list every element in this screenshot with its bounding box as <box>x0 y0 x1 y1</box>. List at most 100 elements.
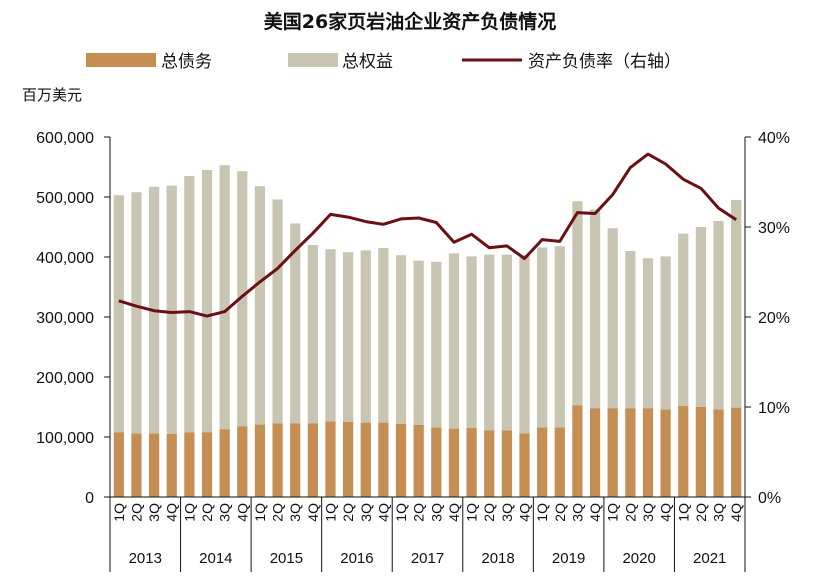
bar-equity <box>131 192 142 434</box>
y-left-tick-label: 0 <box>85 490 94 507</box>
y-left-tick-label: 400,000 <box>36 250 94 267</box>
x-quarter-labels: 1Q 2Q 3Q 4Q 1Q 2Q 3Q 4Q 1Q 2Q 3Q 4Q 1Q 2Q 3Q 4Q 1Q 2Q 3Q 4Q… <box>111 503 744 522</box>
x-quarter-label: 1Q <box>534 503 550 522</box>
bar-debt <box>201 432 213 497</box>
bar-debt <box>660 409 671 497</box>
x-quarter-label: 4Q <box>234 503 250 522</box>
bar-equity <box>431 261 442 428</box>
axes <box>104 136 751 572</box>
bar-equity <box>537 247 548 428</box>
bar-debt <box>325 421 336 497</box>
bar-equity <box>678 233 689 406</box>
x-quarter-label: 3Q <box>499 503 515 522</box>
bar-debt <box>607 408 618 497</box>
x-quarter-label: 1Q <box>323 503 339 522</box>
y-right-tick-label: 30% <box>758 220 790 237</box>
x-quarter-label: 4Q <box>587 503 603 522</box>
x-quarter-label: 1Q <box>393 503 409 522</box>
x-quarter-label: 2Q <box>199 503 215 522</box>
bar-equity <box>554 246 565 428</box>
x-quarter-label: 1Q <box>111 503 127 522</box>
x-quarter-label: 1Q <box>252 503 268 522</box>
x-quarter-label: 1Q <box>675 503 691 522</box>
x-quarter-label: 2Q <box>411 503 427 522</box>
x-year-label: 2019 <box>552 550 585 567</box>
x-quarter-label: 4Q <box>305 503 321 522</box>
legend-swatch-debt <box>86 53 156 67</box>
bar-equity <box>413 260 424 425</box>
bar-equity <box>625 251 636 409</box>
bar-debt <box>395 423 407 497</box>
bar-debt <box>219 429 230 497</box>
bar-debt <box>713 409 724 497</box>
bar-debt <box>413 425 424 497</box>
bar-equity <box>572 201 583 406</box>
x-year-label: 2017 <box>411 550 444 567</box>
bar-equity <box>695 227 707 407</box>
legend: 总债务 总权益 资产负债率（右轴） <box>86 52 681 72</box>
x-quarter-label: 4Q <box>164 503 180 522</box>
x-quarter-label: 3Q <box>428 503 444 522</box>
bar-equity <box>466 256 477 428</box>
bar-equity <box>272 199 283 424</box>
bar-debt <box>378 422 389 497</box>
bar-debt <box>184 432 195 497</box>
bar-debt <box>148 433 160 497</box>
x-year-label: 2015 <box>270 550 303 567</box>
x-quarter-label: 4Q <box>375 503 391 522</box>
x-quarter-label: 2Q <box>340 503 356 522</box>
bar-debt <box>678 405 689 497</box>
legend-label-ratio: 资产负债率（右轴） <box>528 52 681 72</box>
x-quarter-label: 1Q <box>181 503 197 522</box>
bar-debt <box>131 433 142 497</box>
x-quarter-label: 2Q <box>693 503 709 522</box>
x-quarter-label: 3Q <box>217 503 233 522</box>
ratio-line-group <box>118 152 738 318</box>
bar-equity <box>378 248 389 423</box>
bar-equity <box>484 254 495 431</box>
bar-debt <box>642 408 654 497</box>
bar-equity <box>660 256 671 410</box>
bar-debt <box>554 427 565 497</box>
x-quarter-label: 3Q <box>358 503 374 522</box>
y-right-tick-label: 0% <box>758 490 781 507</box>
y-right-tick-label: 20% <box>758 310 790 327</box>
x-quarter-label: 3Q <box>287 503 303 522</box>
bar-equity <box>343 252 354 422</box>
y-left-tick-label: 100,000 <box>36 430 94 447</box>
bar-equity <box>448 253 460 429</box>
x-quarter-label: 2Q <box>270 503 286 522</box>
y-left-tick-label: 500,000 <box>36 190 94 207</box>
bar-debt <box>731 407 742 497</box>
bar-debt <box>466 428 477 497</box>
bar-equity <box>166 185 177 434</box>
bar-equity <box>290 223 301 424</box>
bar-debt <box>290 423 301 497</box>
x-quarter-label: 1Q <box>464 503 480 522</box>
bar-equity <box>184 176 195 433</box>
bar-equity <box>519 255 530 434</box>
x-quarter-label: 4Q <box>728 503 744 522</box>
bar-equity <box>254 186 266 425</box>
x-quarter-label: 1Q <box>605 503 621 522</box>
bar-debt <box>254 424 266 497</box>
y-left-tick-label: 600,000 <box>36 130 94 147</box>
bar-equity <box>607 228 618 409</box>
y-left-tick-label: 200,000 <box>36 370 94 387</box>
chart-title: 美国26家页岩油企业资产负债情况 <box>264 10 556 33</box>
x-quarter-label: 4Q <box>658 503 674 522</box>
legend-swatch-equity <box>288 53 338 67</box>
bar-equity <box>501 254 512 431</box>
bar-debt <box>501 430 512 497</box>
bar-equity <box>325 249 336 422</box>
x-quarter-label: 2Q <box>481 503 497 522</box>
x-quarter-label: 3Q <box>569 503 585 522</box>
bar-debt <box>343 422 354 497</box>
bar-equity <box>237 171 248 427</box>
x-year-label: 2021 <box>693 550 726 567</box>
x-year-labels: 2013 2014 2015 2016 2017 2018 2019 2020 2021 <box>129 550 727 567</box>
bar-equity <box>219 165 230 430</box>
y-right-tick-label: 40% <box>758 130 790 147</box>
bar-equity <box>307 245 318 424</box>
